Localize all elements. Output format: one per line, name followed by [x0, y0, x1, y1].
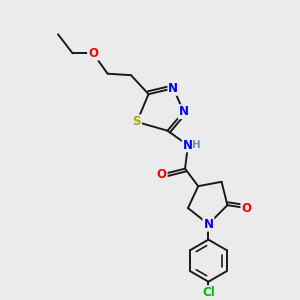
Text: N: N — [182, 139, 192, 152]
Text: O: O — [157, 168, 167, 181]
Text: H: H — [192, 140, 201, 150]
Text: O: O — [88, 47, 98, 60]
Text: N: N — [203, 218, 213, 231]
Text: Cl: Cl — [202, 286, 215, 299]
Text: S: S — [133, 116, 141, 128]
Text: N: N — [178, 105, 189, 118]
Text: O: O — [242, 202, 251, 214]
Text: N: N — [168, 82, 178, 95]
